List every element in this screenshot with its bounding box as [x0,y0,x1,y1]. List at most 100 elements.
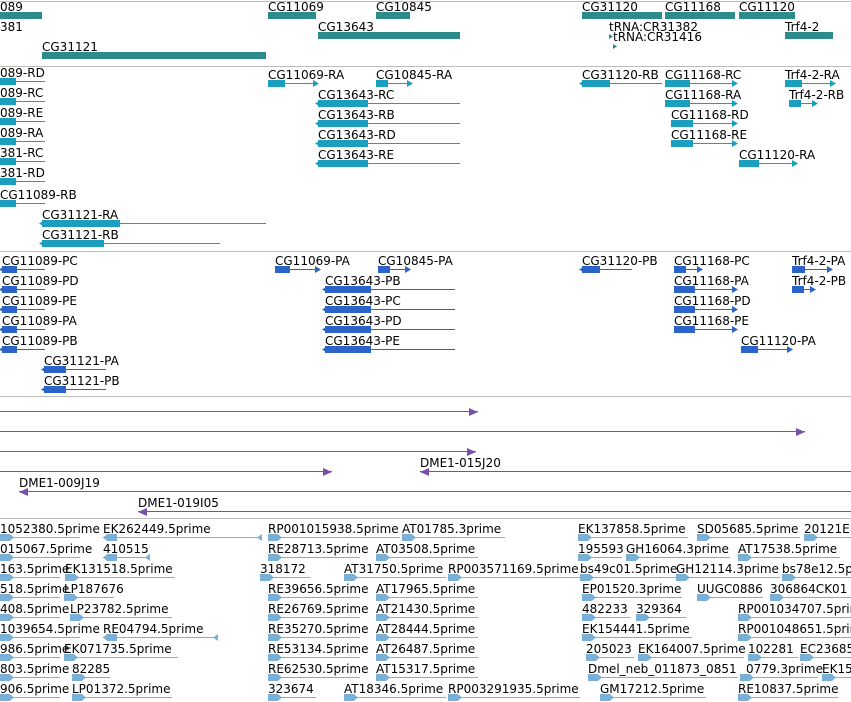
feature-label[interactable]: CG31121-RA [42,208,119,222]
feature-glyph[interactable] [580,574,676,581]
feature-label[interactable]: bs49c01.5prime [580,562,678,576]
feature-label[interactable]: bs78e12.5p [782,562,851,576]
feature-glyph[interactable] [582,594,682,601]
feature-glyph[interactable] [0,614,60,621]
feature-glyph[interactable] [0,574,60,581]
feature-glyph[interactable] [39,240,220,247]
feature-label[interactable]: RE10837.5prime [738,682,839,696]
feature-glyph[interactable] [378,266,411,273]
feature-glyph[interactable] [268,634,360,641]
feature-label[interactable]: RP001015938.5prime [268,522,399,536]
feature-label[interactable]: AT01785.3prime [402,522,502,536]
feature-glyph[interactable] [268,534,400,541]
feature-label[interactable]: CG31120 [582,0,638,14]
feature-glyph[interactable] [785,32,833,39]
feature-glyph[interactable] [600,694,706,701]
feature-label[interactable]: CG11120-PA [741,334,816,348]
feature-glyph[interactable] [275,266,321,273]
feature-label[interactable]: AT26487.5prime [376,642,476,656]
feature-label[interactable]: CG31121-PA [44,354,119,368]
feature-glyph[interactable] [671,140,738,147]
feature-label[interactable]: RE26769.5prime [268,602,369,616]
feature-glyph[interactable] [0,654,60,661]
feature-glyph[interactable] [64,594,114,601]
feature-glyph[interactable] [268,694,316,701]
feature-glyph[interactable] [315,140,460,147]
feature-label[interactable]: AT21430.5prime [376,602,476,616]
feature-label[interactable]: EK164007.5prime [638,642,746,656]
feature-glyph[interactable] [0,118,45,125]
feature-label[interactable]: AT18346.5prime [344,682,444,696]
feature-glyph[interactable] [0,428,805,436]
feature-label[interactable]: EK071735.5prime [64,642,172,656]
feature-glyph[interactable] [674,266,703,273]
feature-label[interactable]: CG11168-PD [674,294,751,308]
feature-glyph[interactable] [0,306,45,313]
feature-label[interactable]: CG10845-PA [378,254,453,268]
feature-label[interactable]: 518.5prime [0,582,70,596]
feature-label[interactable]: CG11089-PA [2,314,77,328]
feature-label[interactable]: EC23685 [800,642,851,656]
feature-label[interactable]: EK262449.5prime [103,522,211,536]
feature-label[interactable]: 089-RC [0,86,44,100]
feature-glyph[interactable] [665,80,738,87]
feature-label[interactable]: RE35270.5prime [268,622,369,636]
feature-glyph[interactable] [582,12,662,19]
feature-label[interactable]: 82285 [72,662,111,676]
feature-label[interactable]: RE28713.5prime [268,542,369,556]
feature-glyph[interactable] [420,468,851,476]
feature-glyph[interactable] [0,634,80,641]
feature-label[interactable]: 089 [0,0,23,14]
feature-label[interactable]: 906.5prime [0,682,70,696]
feature-glyph[interactable] [578,554,622,561]
feature-label[interactable]: CG11069-RA [268,68,345,82]
feature-label[interactable]: AT31750.5prime [344,562,444,576]
feature-glyph[interactable] [674,306,738,313]
feature-glyph[interactable] [42,52,266,59]
feature-label[interactable]: CG11168-PA [674,274,749,288]
feature-label[interactable]: 205023 [586,642,632,656]
feature-label[interactable]: AT03508.5prime [376,542,476,556]
feature-label[interactable]: CG13643-RE [318,148,395,162]
feature-label[interactable]: CG13643-PC [325,294,401,308]
feature-glyph[interactable] [740,674,818,681]
feature-glyph[interactable] [792,286,816,293]
feature-label[interactable]: _0779.3prime [740,662,823,676]
feature-glyph[interactable] [0,534,80,541]
feature-glyph[interactable] [41,386,106,393]
feature-label[interactable]: EK131518.5prime [65,562,173,576]
feature-glyph[interactable] [588,674,738,681]
feature-glyph[interactable] [0,158,45,165]
feature-label[interactable]: Dmel_neb_011873_0851 [588,662,737,676]
feature-glyph[interactable] [376,654,478,661]
feature-label[interactable]: EK154441.5prime [582,622,690,636]
feature-glyph[interactable] [738,634,851,641]
feature-label[interactable]: RP003571169.5prime [448,562,579,576]
feature-glyph[interactable] [674,286,738,293]
feature-glyph[interactable] [268,554,360,561]
feature-label[interactable]: CG31121-PB [44,374,120,388]
feature-glyph[interactable] [315,100,460,107]
feature-label[interactable]: Trf4-2-RA [785,68,840,82]
feature-label[interactable]: Trf4-2-RB [789,88,845,102]
feature-glyph[interactable] [41,366,106,373]
feature-label[interactable]: 482233 [582,602,628,616]
feature-label[interactable]: 20121EN [804,522,851,536]
feature-label[interactable]: LP187676 [64,582,124,596]
feature-glyph[interactable] [103,534,262,541]
feature-label[interactable]: EK15 [822,662,851,676]
feature-label[interactable]: CG31120-RB [582,68,659,82]
feature-glyph[interactable] [738,554,840,561]
feature-label[interactable]: CG31120-PB [582,254,658,268]
feature-label[interactable]: RE04794.5prime [103,622,204,636]
feature-glyph[interactable] [789,100,818,107]
feature-glyph[interactable] [0,554,80,561]
feature-label[interactable]: DME1-019I05 [138,496,219,510]
feature-glyph[interactable] [0,138,45,145]
feature-label[interactable]: 163.5prime [0,562,70,576]
feature-glyph[interactable] [609,34,613,39]
feature-label[interactable]: tRNA:CR31416 [613,30,702,44]
feature-label[interactable]: tRNA:CR31382 [609,20,698,34]
feature-glyph[interactable] [785,80,836,87]
feature-glyph[interactable] [72,694,172,701]
